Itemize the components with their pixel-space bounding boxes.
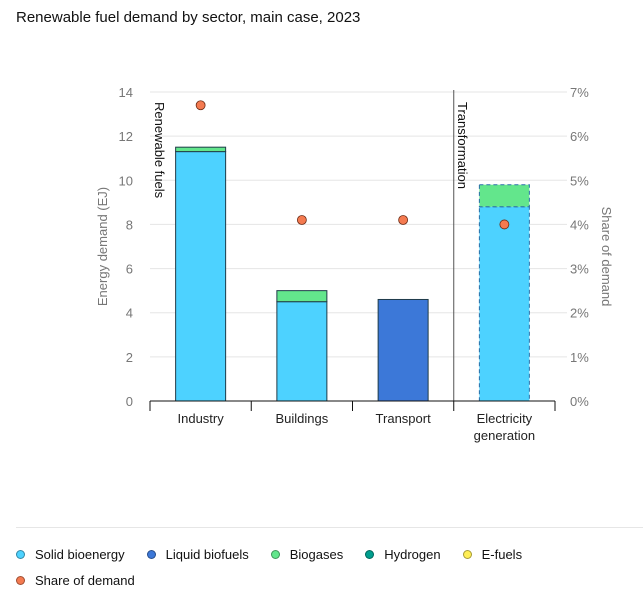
chart-svg: 0 2 4 6 8 10 12 14 0% 1% 2% 3% 4% 5% 6% 7% Energy demand… [95,85,614,443]
y2-tick-label: 6% [570,129,589,144]
bar-biogases [175,146,227,153]
chart-title: Renewable fuel demand by sector, main ca… [16,9,361,26]
y2-tick-label: 7% [570,85,589,100]
legend-item[interactable]: Solid bioenergy [16,545,125,563]
y2-tick-label: 3% [570,262,589,277]
legend-swatch [365,549,375,559]
legend-label: Liquid biofuels [165,546,249,562]
bar-solid-bioenergy [276,301,328,402]
y2-tick-label: 5% [570,173,589,188]
legend-swatch [270,549,280,559]
y-tick-label: 6 [126,262,133,277]
share-of-demand-point [398,215,409,225]
legend-label: E-fuels [481,546,523,562]
legend-divider [16,527,643,528]
x-tick-label: Industry [178,411,225,426]
bar-biogases [276,290,328,303]
legend-label: Biogases [289,546,344,562]
y-tick-label: 0 [126,394,133,409]
y-tick-label: 8 [126,217,133,232]
share-of-demand-point [195,100,206,111]
y-tick-label: 2 [126,350,133,365]
annotation-transformation: Transformation [455,102,470,189]
legend-item[interactable]: Hydrogen [365,545,441,563]
share-of-demand-point [296,215,307,225]
y-tick-label: 14 [119,85,133,100]
x-tick-label: Transport [376,411,432,426]
bar-solid-bioenergy [175,151,227,402]
y-tick-label: 4 [126,306,133,321]
legend-swatch [146,549,156,559]
y2-tick-label: 0% [570,394,589,409]
y2-tick-label: 4% [570,217,589,232]
legend-swatch [16,575,25,585]
legend-label: Solid bioenergy [35,546,125,562]
legend-item[interactable]: E-fuels [462,545,523,563]
bar-solid-bioenergy [478,206,530,402]
y-axis-label: Energy demand (EJ) [95,187,110,306]
legend-label: Share of demand [35,572,135,588]
legend-item[interactable]: Share of demand [16,571,135,589]
legend-swatch [16,549,25,559]
y2-tick-label: 2% [570,306,589,321]
bar-liquid-biofuels [377,298,429,402]
share-of-demand-point [499,219,510,230]
y2-axis-label: Share of demand [599,207,614,307]
y-tick-label: 12 [119,129,133,144]
x-tick-label: Buildings [275,411,328,426]
legend-label: Hydrogen [384,546,441,562]
legend-swatch [462,549,472,559]
legend-item[interactable]: Biogases [270,545,344,563]
bar-biogases [478,184,530,208]
annotation-renewable-fuels: Renewable fuels [152,102,167,199]
y2-tick-label: 1% [570,350,589,365]
y-tick-label: 10 [119,173,133,188]
legend-item[interactable]: Liquid biofuels [146,545,249,563]
chart-legend: Solid bioenergy Liquid biofuels Biogases Hy… [16,545,636,597]
x-tick-label: Electricity generation [474,411,535,443]
